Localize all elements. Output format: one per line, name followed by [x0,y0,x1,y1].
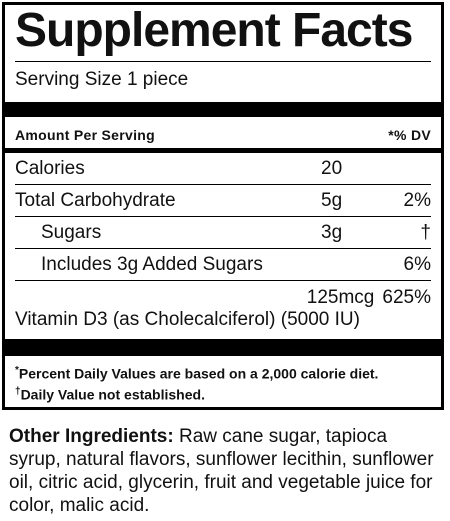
other-ingredients-label: Other Ingredients: [9,426,174,447]
dv-not-established-footnote: †Daily Value not established. [15,383,431,404]
nutrient-row-calories: Calories 20 [15,153,431,185]
vitamin-d3-dv: 625% [382,287,431,308]
vitamin-d3-row: 125mcg 625% Vitamin D3 (as Cholecalcifer… [15,280,431,333]
other-ingredients: Other Ingredients: Raw cane sugar, tapio… [9,425,439,517]
nutrient-amount: 20 [321,157,343,179]
footnotes: *Percent Daily Values are based on a 2,0… [15,356,431,403]
thick-divider [5,102,441,117]
dv-label: *% DV [388,127,431,143]
bottom-divider [5,339,441,356]
serving-size: Serving Size 1 piece [15,61,431,102]
amount-per-serving-header: Amount Per Serving *% DV [15,117,431,148]
nutrient-row-added-sugars: Includes 3g Added Sugars 6% [15,249,431,280]
medium-divider [5,148,441,153]
nutrient-amount: 3g [321,221,343,243]
nutrient-dv: † [420,221,431,243]
asterisk-marker: * [15,365,19,376]
dv-not-established-text: Daily Value not established. [20,386,205,403]
nutrient-name: Sugars [41,221,102,243]
percent-dv-text: Percent Daily Values are based on a 2,00… [18,365,379,382]
vitamin-d3-name: Vitamin D3 (as Cholecalciferol) (5000 IU… [15,309,360,330]
supplement-facts-panel: Supplement Facts Serving Size 1 piece Am… [2,2,444,410]
nutrient-row-sugars: Sugars 3g † [15,217,431,249]
amount-per-serving-label: Amount Per Serving [15,127,155,143]
nutrient-dv: 6% [403,253,431,275]
nutrient-name: Includes 3g Added Sugars [41,253,263,275]
nutrient-row-total-carbohydrate: Total Carbohydrate 5g 2% [15,185,431,217]
vitamin-d3-amount: 125mcg [306,287,375,308]
nutrient-name: Calories [15,157,85,179]
nutrient-name: Total Carbohydrate [15,189,176,211]
panel-title: Supplement Facts [15,4,413,57]
nutrient-amount: 5g [321,189,343,211]
percent-dv-footnote: *Percent Daily Values are based on a 2,0… [15,362,431,383]
vitamin-d3-values: 125mcg 625% [15,287,431,309]
other-ingredients-text: Raw cane sugar, tapioca syrup, natural f… [9,426,434,516]
nutrient-dv: 2% [403,189,431,211]
dagger-marker: † [15,385,21,397]
